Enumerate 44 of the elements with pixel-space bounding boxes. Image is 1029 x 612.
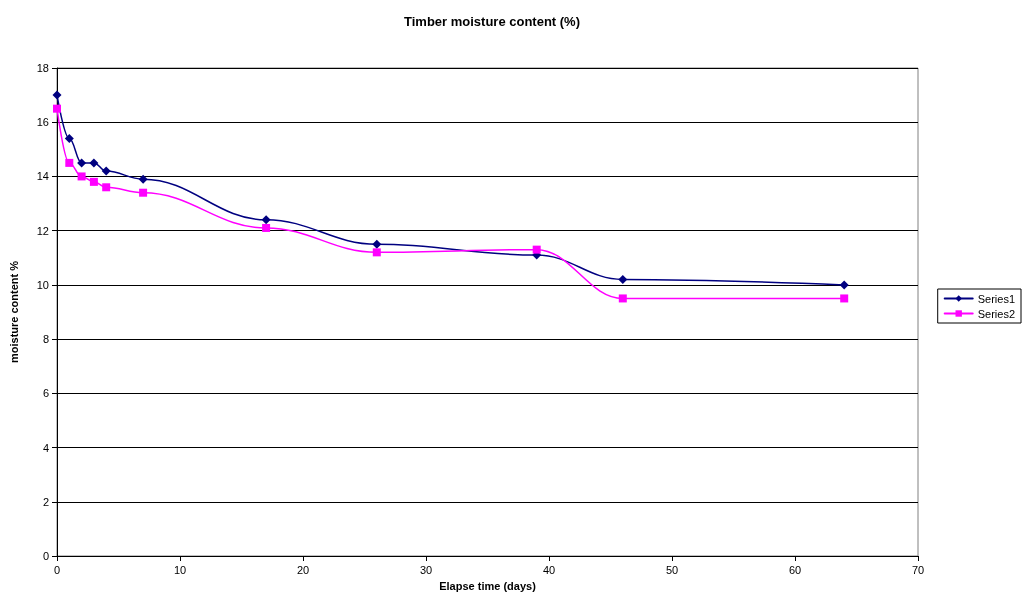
point <box>618 294 627 303</box>
point <box>261 215 271 225</box>
y-tick-label: 14 <box>36 170 49 183</box>
y-tick-label: 12 <box>36 224 49 237</box>
point <box>102 183 111 192</box>
point <box>840 294 849 303</box>
y-tick-label: 4 <box>42 441 49 454</box>
y-tick-label: 8 <box>42 333 49 346</box>
point <box>77 158 87 168</box>
y-tick-label: 6 <box>42 387 49 400</box>
y-tick-label: 0 <box>42 550 49 562</box>
point <box>65 158 74 167</box>
x-tick-label: 20 <box>296 563 310 576</box>
y-tick-label: 18 <box>36 62 49 74</box>
x-tick-label: 60 <box>788 563 802 576</box>
point <box>138 174 148 184</box>
point <box>89 177 98 186</box>
point <box>532 245 541 254</box>
point <box>372 239 382 249</box>
point <box>618 274 628 284</box>
point <box>52 90 62 100</box>
x-tick-label: 0 <box>53 563 61 576</box>
y-tick-label: 2 <box>42 495 49 508</box>
chart-title: Timber moisture content (%) <box>403 14 581 29</box>
y-tick-label: 16 <box>36 116 49 129</box>
legend-label: Series1 <box>977 292 1015 305</box>
point <box>262 223 271 232</box>
point <box>89 158 99 168</box>
x-tick-label: 50 <box>665 563 679 576</box>
point <box>839 280 849 290</box>
x-tick-label: 10 <box>173 563 187 576</box>
x-tick-label: 70 <box>911 563 925 576</box>
y-tick-label: 10 <box>36 278 49 291</box>
legend-label: Series2 <box>977 307 1015 320</box>
y-axis-title: moisture content % <box>7 260 20 364</box>
point <box>77 172 86 181</box>
point <box>372 248 381 257</box>
x-axis-title: Elapse time (days) <box>439 579 537 592</box>
x-tick-label: 30 <box>419 563 433 576</box>
point <box>139 188 148 197</box>
point <box>101 166 111 176</box>
point <box>64 133 74 143</box>
x-tick-label: 40 <box>542 563 556 576</box>
point <box>53 104 61 113</box>
